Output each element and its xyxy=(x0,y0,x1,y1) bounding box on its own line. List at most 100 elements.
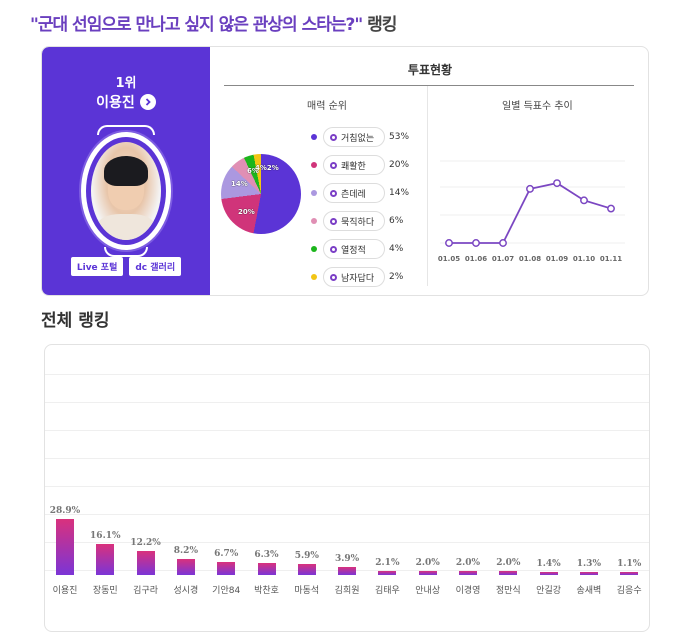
circle-icon xyxy=(330,217,337,225)
mirror-frame-bottom xyxy=(104,247,148,257)
live-portal-button[interactable]: Live 포털 xyxy=(70,257,124,276)
bar[interactable] xyxy=(418,571,437,575)
bar[interactable] xyxy=(96,543,115,575)
first-place-name[interactable]: 이용진 xyxy=(96,95,135,111)
bar[interactable] xyxy=(579,572,598,575)
svg-text:01.05: 01.05 xyxy=(438,255,460,263)
pie-label-14: 14% xyxy=(231,180,248,188)
legend-tag-button[interactable]: 묵직하다 xyxy=(323,211,385,231)
legend-percent: 4% xyxy=(389,244,404,254)
go-to-profile-button[interactable] xyxy=(139,94,156,110)
legend-label: 츤데레 xyxy=(341,189,366,200)
bar-category-label: 이경영 xyxy=(455,586,481,596)
bar[interactable] xyxy=(620,572,639,575)
bar-category-label: 마동석 xyxy=(294,586,320,596)
bar-column[interactable]: 12.2% xyxy=(126,538,166,575)
bar-category-label: 성시경 xyxy=(173,586,199,596)
bar-value-label: 1.3% xyxy=(576,559,601,569)
pie-label-6: 6% xyxy=(247,167,259,175)
legend-item: 남자답다 2% xyxy=(311,263,409,291)
bar-column[interactable]: 28.9% xyxy=(45,506,85,575)
bar-column[interactable]: 2.0% xyxy=(448,558,488,575)
svg-text:01.10: 01.10 xyxy=(573,255,595,263)
bar-column[interactable]: 1.3% xyxy=(569,559,609,575)
bar-column[interactable]: 5.9% xyxy=(287,551,327,575)
bar-column[interactable]: 2.1% xyxy=(367,558,407,575)
bar-category-label: 김구라 xyxy=(133,586,159,596)
grid-line xyxy=(45,542,649,543)
chevron-right-icon xyxy=(145,98,151,106)
bar-value-label: 1.1% xyxy=(617,559,642,569)
legend-label: 묵직하다 xyxy=(341,217,375,228)
legend-tag-button[interactable]: 츤데레 xyxy=(323,183,385,203)
pie-label-4-2: 4%2% xyxy=(255,164,279,172)
bar-column[interactable]: 2.0% xyxy=(408,558,448,575)
bar-column[interactable]: 1.1% xyxy=(609,559,649,575)
svg-text:01.07: 01.07 xyxy=(492,255,514,263)
bar-column[interactable]: 2.0% xyxy=(488,558,528,575)
legend-tag-button[interactable]: 열정적 xyxy=(323,239,385,259)
legend-color-dot xyxy=(311,246,317,252)
bar-column[interactable]: 3.9% xyxy=(327,554,367,575)
bar[interactable] xyxy=(499,571,518,575)
profile-photo xyxy=(91,142,161,240)
bar-value-label: 5.9% xyxy=(294,550,319,561)
title-question: "군대 선임으로 만나고 싶지 않은 관상의 스타는?" xyxy=(30,15,363,35)
bar-category-label: 김희원 xyxy=(334,586,360,596)
bar-category-label: 박찬호 xyxy=(254,586,279,596)
top-ranking-card: 1위 이용진 Live 포털 dc 갤러리 투표현황 매력 순위 14% 20%… xyxy=(41,46,649,296)
legend-label: 남자답다 xyxy=(341,273,375,284)
legend-tag-button[interactable]: 거침없는 xyxy=(323,127,385,147)
legend-tag-button[interactable]: 남자답다 xyxy=(323,267,385,287)
bar[interactable] xyxy=(56,519,74,575)
bar-column[interactable]: 6.7% xyxy=(206,549,246,575)
page-title: "군대 선임으로 만나고 싶지 않은 관상의 스타는?" 랭킹 xyxy=(30,10,397,35)
legend-item: 묵직하다 6% xyxy=(311,207,409,235)
legend-color-dot xyxy=(311,218,317,224)
bar-category-label: 장동민 xyxy=(92,586,118,596)
bar-column[interactable]: 6.3% xyxy=(247,550,287,575)
grid-line xyxy=(45,514,649,515)
circle-icon xyxy=(330,189,337,197)
dc-gallery-button[interactable]: dc 갤러리 xyxy=(129,257,182,276)
bar-value-label: 12.2% xyxy=(130,538,161,549)
svg-text:01.08: 01.08 xyxy=(519,255,541,263)
bar[interactable] xyxy=(217,562,236,575)
legend-percent: 6% xyxy=(389,216,404,226)
bar[interactable] xyxy=(459,571,477,575)
legend-label: 열정적 xyxy=(341,245,366,256)
bar[interactable] xyxy=(257,562,276,575)
bar-column[interactable]: 1.4% xyxy=(529,559,569,575)
bar-category-label: 이용진 xyxy=(52,586,78,596)
grid-line xyxy=(45,402,649,403)
bar-column[interactable]: 16.1% xyxy=(85,531,125,575)
bar[interactable] xyxy=(176,559,195,575)
bar-value-label: 2.1% xyxy=(375,557,400,568)
legend-item: 열정적 4% xyxy=(311,235,409,263)
vertical-divider xyxy=(427,86,428,286)
bar[interactable] xyxy=(378,570,397,575)
bar[interactable] xyxy=(297,563,316,575)
legend-percent: 2% xyxy=(389,272,404,282)
svg-text:01.06: 01.06 xyxy=(465,255,487,263)
bar-value-label: 2.0% xyxy=(455,558,481,569)
first-place-panel: 1위 이용진 Live 포털 dc 갤러리 xyxy=(42,47,210,295)
daily-trend-title: 일별 득표수 추이 xyxy=(502,101,573,112)
mirror-frame-top xyxy=(97,125,155,135)
legend-label: 쾌활한 xyxy=(341,161,366,172)
vote-status-title: 투표현황 xyxy=(407,63,453,77)
charm-ranking-title: 매력 순위 xyxy=(307,101,347,112)
circle-icon xyxy=(330,245,337,253)
overall-ranking-title: 전체 랭킹 xyxy=(41,311,110,331)
rank-name-row: 이용진 xyxy=(42,92,210,112)
charm-legend: 거침없는 53% 쾌활한 20% 츤데레 14% 묵직하다 6% 열정적 4% … xyxy=(311,123,409,291)
legend-percent: 14% xyxy=(389,188,410,198)
bar[interactable] xyxy=(539,572,558,575)
legend-tag-button[interactable]: 쾌활한 xyxy=(323,155,385,175)
bar[interactable] xyxy=(338,567,357,575)
bar-column[interactable]: 8.2% xyxy=(166,546,206,575)
title-suffix: 랭킹 xyxy=(367,15,397,35)
bar-value-label: 2.0% xyxy=(496,558,521,569)
bar-value-label: 6.3% xyxy=(254,549,279,560)
bar[interactable] xyxy=(136,551,155,575)
